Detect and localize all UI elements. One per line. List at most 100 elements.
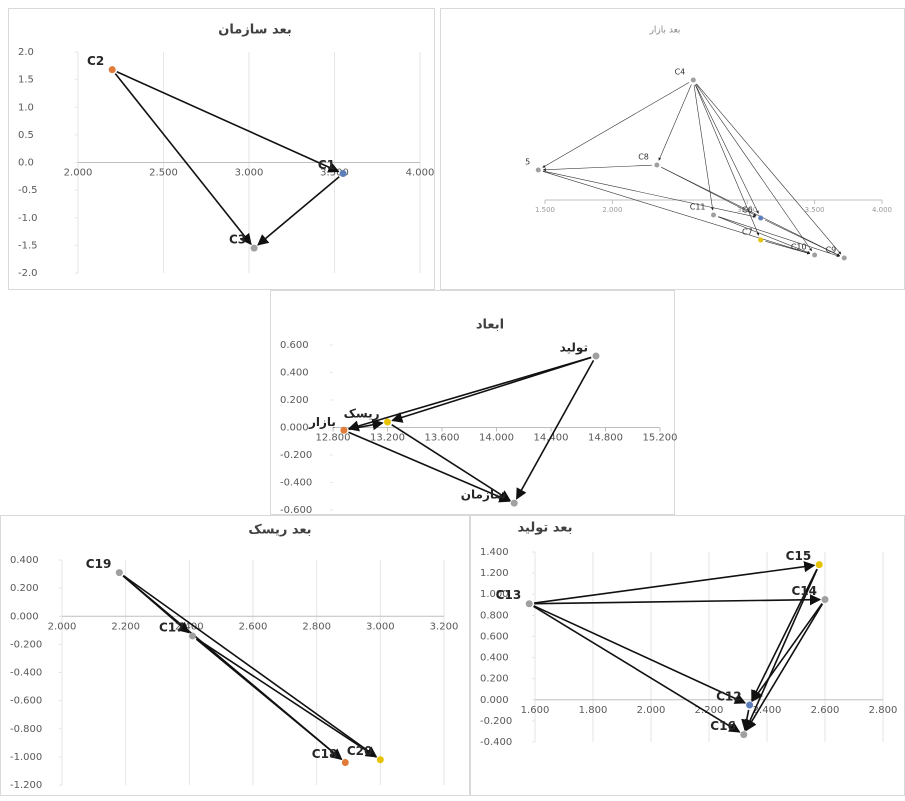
x-tick-label: 2.200 [111, 621, 140, 632]
arrow [534, 594, 822, 606]
chart-title: ابعاد [476, 318, 504, 333]
arrow [196, 638, 378, 758]
y-tick-label: 0.0 [18, 158, 34, 169]
point-label: C19 [86, 557, 112, 571]
x-tick-label: 3.500 [805, 206, 825, 214]
y-tick-label: 0.600 [280, 340, 309, 351]
point-label: سازمان [461, 488, 506, 502]
point [341, 759, 349, 766]
y-tick-label: -0.200 [480, 716, 512, 727]
y-tick-label: 0.000 [480, 695, 509, 706]
point-label: C2 [87, 54, 104, 68]
arrow [114, 73, 252, 246]
point [339, 170, 347, 178]
point [690, 77, 696, 83]
point [758, 237, 764, 243]
point-label: C13 [496, 588, 522, 602]
point [525, 600, 533, 608]
y-tick-label: -1.000 [10, 752, 42, 763]
point-label: C4 [675, 68, 686, 77]
x-tick-label: 4.000 [406, 168, 435, 179]
point-label: C14 [791, 584, 817, 598]
x-tick-label: 2.600 [239, 621, 268, 632]
arrow [661, 166, 841, 257]
chart: ابعاد12.80013.20013.60014.00014.40014.80… [270, 290, 678, 516]
point [340, 426, 348, 434]
point-label: C6 [742, 206, 753, 215]
x-tick-label: 3.200 [430, 621, 459, 632]
arrow [515, 359, 595, 500]
y-tick-label: -0.400 [480, 737, 512, 748]
arrow [348, 431, 511, 503]
y-tick-label: -0.600 [280, 505, 312, 516]
x-tick-label: 3.500 [320, 168, 349, 179]
chart-title: بعد سازمان [218, 23, 291, 38]
point-label: C16 [710, 719, 736, 733]
arrow [542, 164, 652, 172]
chart-frame [270, 290, 675, 515]
point-label: C15 [786, 549, 812, 563]
x-tick-label: 1.600 [521, 705, 550, 716]
x-tick-label: 2.800 [869, 705, 898, 716]
arrow [542, 82, 690, 168]
point-label: C8 [638, 153, 649, 162]
x-tick-label: 2.500 [149, 168, 178, 179]
y-tick-label: 0.200 [10, 583, 39, 594]
point-label: C20 [347, 744, 373, 758]
point [841, 255, 847, 261]
x-tick-label: 2.600 [811, 705, 840, 716]
y-tick-label: 1.400 [480, 547, 509, 558]
y-tick-label: -0.200 [280, 450, 312, 461]
arrow [195, 638, 343, 761]
point [250, 244, 258, 252]
y-tick-label: 0.400 [10, 555, 39, 566]
chart-frame [470, 515, 905, 796]
point-label: C9 [826, 246, 837, 255]
point [592, 352, 600, 360]
arrow [116, 71, 340, 173]
y-tick-label: -1.200 [10, 780, 42, 791]
arrow [693, 84, 714, 211]
chart-frame [440, 8, 905, 290]
chart: بعد سازمان 2.000 2.500 3.000 3.500 4.000 2.0 1.… [8, 8, 435, 290]
y-tick-label: 0.5 [18, 130, 34, 141]
arrow [347, 356, 592, 432]
arrow [745, 603, 824, 732]
arrow [751, 603, 823, 702]
point-label: ریسک [344, 407, 380, 421]
arrow [257, 176, 340, 246]
point [746, 701, 754, 709]
y-tick-label: 2.0 [18, 47, 34, 58]
point-label: C3 [229, 233, 246, 247]
x-tick-label: 2.400 [753, 705, 782, 716]
x-tick-label: 2.000 [48, 621, 77, 632]
y-tick-label: 0.200 [480, 674, 509, 685]
y-tick-label: 0.600 [480, 631, 509, 642]
chart-title: بعد ریسک [248, 523, 311, 538]
x-tick-label: 2.800 [302, 621, 331, 632]
arrow [533, 605, 747, 704]
arrow [542, 171, 811, 255]
point [510, 499, 518, 507]
x-tick-label: 1.800 [579, 705, 608, 716]
chart: بعد تولید 1.600 1.800 2.000 2.200 2.400 2.600 2… [470, 515, 905, 796]
x-tick-label: 14.000 [479, 433, 514, 444]
arrow [695, 84, 759, 214]
arrow [348, 419, 384, 431]
x-tick-label: 15.200 [643, 433, 678, 444]
arrow [695, 83, 812, 252]
point [384, 418, 391, 426]
point-label: C10 [791, 243, 807, 252]
point [740, 731, 748, 739]
arrow [718, 216, 840, 258]
y-tick-label: 1.5 [18, 75, 34, 86]
y-tick-label: 1.000 [480, 589, 509, 600]
y-tick-label: 0.200 [280, 395, 309, 406]
point [812, 252, 818, 258]
y-tick-label: 0.400 [280, 368, 309, 379]
point-label: 5 [525, 158, 530, 167]
x-tick-label: 2.200 [695, 705, 724, 716]
